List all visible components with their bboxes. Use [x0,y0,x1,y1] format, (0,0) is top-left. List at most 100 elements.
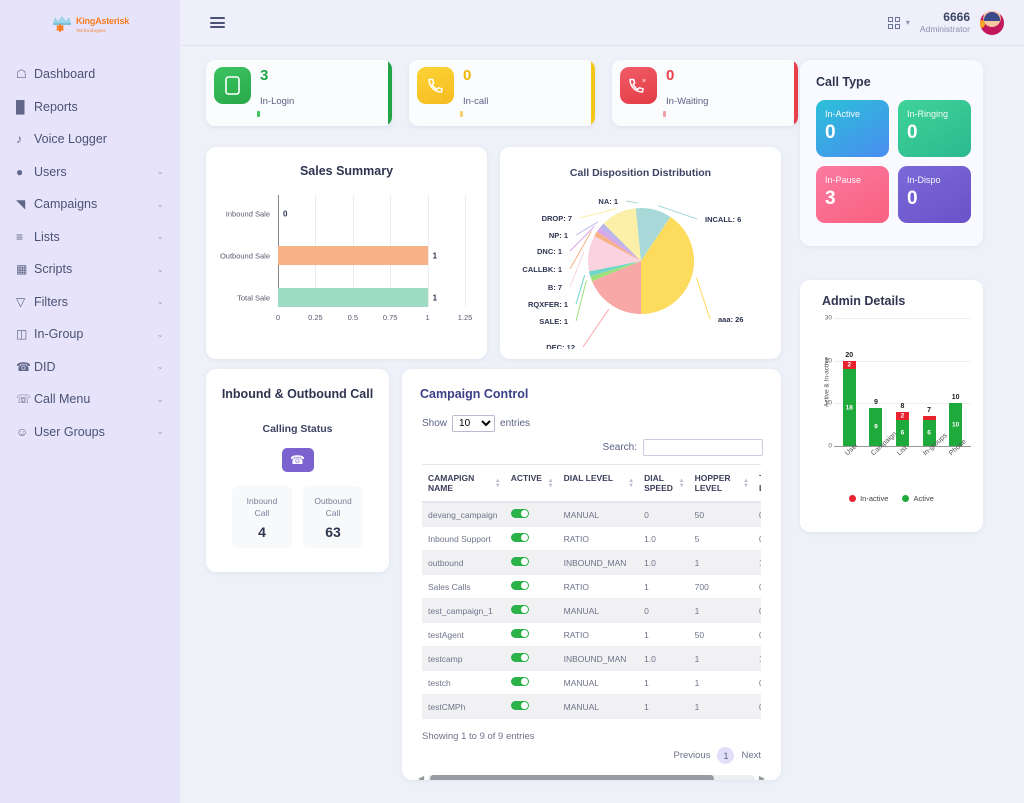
admin-bar-user[interactable]: 20 2 18 [842,352,856,446]
sidebar-item-lists[interactable]: ≡ Lists ⌄ [0,221,180,254]
active-toggle[interactable] [510,509,529,518]
pie-slice-callbk[interactable] [594,231,641,261]
next-button[interactable]: Next [741,750,761,761]
stat-card-in-call[interactable]: 0 In-call [409,60,595,126]
column-header-active[interactable]: ACTIVE ▲ ▼ [504,464,558,503]
hamburger-icon[interactable] [210,17,225,28]
chevron-down-icon[interactable]: ⌄ [156,426,164,437]
sort-icon[interactable]: ▲ ▼ [547,478,554,490]
active-toggle[interactable] [510,701,529,710]
cell-active [504,502,558,527]
chevron-down-icon[interactable]: ⌄ [156,361,164,372]
scroll-track[interactable] [428,775,755,780]
chevron-down-icon[interactable]: ⌄ [156,328,164,339]
horizontal-scrollbar[interactable]: ◀ ▶ [402,764,781,780]
scroll-left-arrow-icon[interactable]: ◀ [418,774,425,780]
pie-slice-drop[interactable] [603,208,641,261]
legend-item-in-active[interactable]: In-active [849,494,888,503]
sidebar-item-in-group[interactable]: ◫ In-Group ⌄ [0,318,180,351]
inbound-outbound-card: Inbound & Outbound Call Calling Status ☎… [206,369,389,572]
sidebar-item-did[interactable]: ☎ DID ⌄ [0,351,180,384]
active-toggle[interactable] [510,629,529,638]
active-toggle[interactable] [510,653,529,662]
active-toggle[interactable] [510,533,529,542]
active-toggle[interactable] [510,581,529,590]
pie-slice-na[interactable] [635,208,641,261]
call-type-tile-in-ringing[interactable]: In-Ringing 0 [898,100,971,157]
pie-slice-rqxfer[interactable] [589,261,641,277]
brand-logo[interactable]: KingAsterisk Technologies [0,0,180,46]
io-tile-inbound-call[interactable]: Inbound Call 4 [232,486,292,548]
sort-icon[interactable]: ▲ ▼ [628,478,635,490]
active-toggle[interactable] [510,605,529,614]
pie-slice-sale[interactable] [590,261,641,282]
column-header-camapign-name[interactable]: CAMAPIGN NAME ▲ ▼ [422,464,505,503]
stat-card-in-login[interactable]: 3 In-Login [206,60,392,126]
table-row[interactable]: testCMPhMANUAL110 [422,694,761,719]
pie-svg: INCALL: 6 aaa: 26 DEC: 12 SALE: 1 RQXFER: 1 B… [522,197,743,352]
active-toggle[interactable] [510,557,529,566]
active-toggle[interactable] [510,677,529,686]
table-row[interactable]: testchMANUAL110 [422,670,761,695]
previous-button[interactable]: Previous [673,750,711,761]
call-type-tile-in-dispo[interactable]: In-Dispo 0 [898,166,971,223]
column-header-hopper-level[interactable]: HOPPER LEVEL ▲ ▼ [688,464,753,503]
grid-icon[interactable] [887,16,900,29]
sidebar-item-reports[interactable]: █ Reports [0,91,180,124]
sort-icon[interactable]: ▲ ▼ [743,478,749,490]
sidebar-item-call-menu[interactable]: ☏ Call Menu ⌄ [0,383,180,416]
phone-icon[interactable]: ☎ [281,448,314,472]
table-row[interactable]: Sales Calls RATIO17000 [422,574,761,599]
sort-icon[interactable]: ▲ ▼ [678,478,685,490]
sidebar-item-users[interactable]: ● Users ⌄ [0,156,180,189]
pie-slice-incall[interactable] [641,208,671,261]
pie-slice-aaa[interactable] [641,216,695,314]
call-type-tile-in-active[interactable]: In-Active 0 [816,100,889,157]
column-header-total-leads[interactable]: TOTAL LEADS▲▼ [752,464,761,503]
user-info[interactable]: 6666 Administrator [920,10,970,35]
column-header-dial-level[interactable]: DIAL LEVEL ▲ ▼ [557,464,639,503]
sidebar-item-scripts[interactable]: ▦ Scripts ⌄ [0,253,180,286]
sort-icon[interactable]: ▲ ▼ [494,478,501,490]
scroll-right-arrow-icon[interactable]: ▶ [758,774,765,780]
pie-slice-b[interactable] [588,236,641,272]
sidebar-item-user-groups[interactable]: ☺ User Groups ⌄ [0,416,180,449]
chevron-down-icon[interactable]: ▾ [905,18,910,27]
avatar[interactable] [980,10,1004,35]
call-type-tile-in-pause[interactable]: In-Pause 3 [816,166,889,223]
legend-item-active[interactable]: Active [902,494,934,503]
cell-total-leads: 0 [752,526,761,551]
table-row[interactable]: test_campaign_1MANUAL010 [422,598,761,623]
chevron-down-icon[interactable]: ⌄ [156,166,164,177]
call-type-value: 0 [825,122,836,143]
table-row[interactable]: devang_campaignMANUAL0500 [422,502,761,527]
call-disposition-title: Call Disposition Distribution [569,167,712,179]
sidebar-item-voice-logger[interactable]: ♪ Voice Logger [0,123,180,156]
chevron-down-icon[interactable]: ⌄ [156,263,164,274]
pie-slice-dnc[interactable] [596,227,641,261]
sidebar-item-dashboard[interactable]: ☖ Dashboard [0,58,180,91]
admin-bar-phone[interactable]: 10 10 [949,394,963,446]
scroll-thumb[interactable] [430,775,715,780]
chevron-down-icon[interactable]: ⌄ [156,296,164,307]
table-row[interactable]: testAgent RATIO1500 [422,622,761,647]
chevron-down-icon[interactable]: ⌄ [156,393,164,404]
chevron-down-icon[interactable]: ⌄ [156,231,164,242]
sidebar-item-campaigns[interactable]: ◥ Campaigns ⌄ [0,188,180,221]
column-header-dial-speed[interactable]: DIAL SPEED ▲ ▼ [638,464,689,503]
chevron-down-icon[interactable]: ⌄ [156,198,164,209]
page-1-button[interactable]: 1 [717,747,735,764]
pie-slice-np[interactable] [600,223,641,261]
sidebar-item-filters[interactable]: ▽ Filters ⌄ [0,286,180,319]
admin-bar-list[interactable]: 8 2 6 [895,403,909,446]
stat-card-in-waiting[interactable]: × 0 In-Waiting [612,60,798,126]
search-input[interactable] [643,439,763,456]
page-size-select[interactable]: 102550100 [452,415,496,432]
pie-slice-dec[interactable] [592,261,641,314]
io-tile-outbound-call[interactable]: Outbound Call 63 [303,486,363,548]
